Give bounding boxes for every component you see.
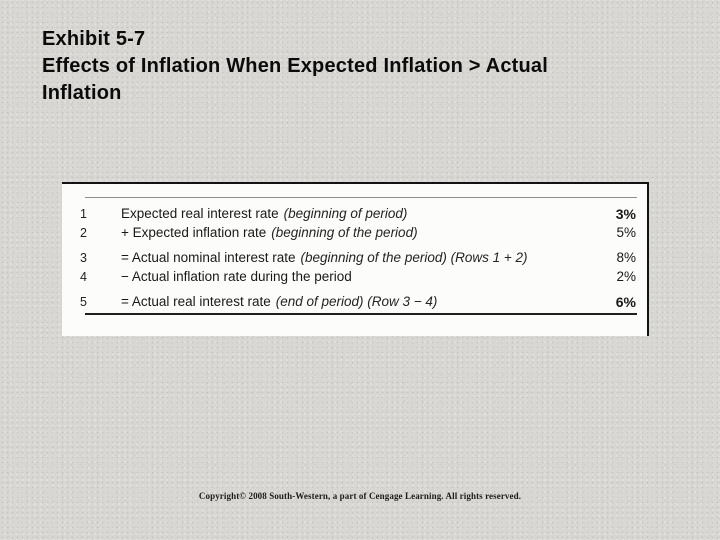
page-title-line-2: Effects of Inflation When Expected Infla… bbox=[42, 55, 549, 77]
page-title-line-1: Exhibit 5-7 bbox=[42, 28, 146, 50]
row-label-text: = Actual real interest rate bbox=[121, 294, 271, 309]
table-bottom-rule bbox=[85, 313, 637, 315]
row-label-text: − Actual inflation rate during the perio… bbox=[121, 269, 352, 284]
row-number: 3 bbox=[80, 250, 87, 265]
row-note: (end of period) (Row 3 − 4) bbox=[275, 294, 438, 309]
row-label: = Actual real interest rate (end of perio… bbox=[121, 294, 598, 309]
table-row: 1 Expected real interest rate (beginning … bbox=[80, 204, 637, 223]
table-top-rule bbox=[85, 197, 637, 198]
row-value: 3% bbox=[615, 205, 636, 222]
table-row: 5 = Actual real interest rate (end of per… bbox=[80, 292, 637, 311]
table-row: 3 = Actual nominal interest rate (beginni… bbox=[80, 248, 637, 267]
row-number: 1 bbox=[80, 206, 87, 221]
page-title: Exhibit 5-7 Effects of Inflation When Ex… bbox=[42, 26, 548, 107]
row-note: (beginning of the period) bbox=[271, 225, 418, 240]
row-number: 5 bbox=[80, 294, 87, 309]
row-label: − Actual inflation rate during the perio… bbox=[121, 269, 598, 284]
copyright-text: Copyright© 2008 South-Western, a part of… bbox=[198, 491, 522, 501]
row-value: 8% bbox=[616, 250, 636, 265]
row-label: = Actual nominal interest rate (beginning… bbox=[121, 250, 598, 265]
row-value: 5% bbox=[616, 225, 636, 240]
row-label: Expected real interest rate (beginning of… bbox=[121, 206, 598, 221]
exhibit-table-panel: 1 Expected real interest rate (beginning … bbox=[62, 182, 649, 336]
exhibit-table: 1 Expected real interest rate (beginning … bbox=[80, 204, 637, 311]
table-row: 4 − Actual inflation rate during the per… bbox=[80, 267, 637, 286]
row-label-text: + Expected inflation rate bbox=[121, 225, 267, 240]
page-title-line-3: Inflation bbox=[42, 82, 122, 104]
row-label-text: = Actual nominal interest rate bbox=[121, 250, 296, 265]
row-number: 2 bbox=[80, 225, 87, 240]
row-value: 2% bbox=[616, 269, 636, 284]
row-label-text: Expected real interest rate bbox=[121, 206, 279, 221]
row-value: 6% bbox=[615, 293, 636, 310]
row-number: 4 bbox=[80, 269, 87, 284]
row-label: + Expected inflation rate (beginning of t… bbox=[121, 225, 598, 240]
row-note: (beginning of the period) (Rows 1 + 2) bbox=[300, 250, 528, 265]
table-row: 2 + Expected inflation rate (beginning of… bbox=[80, 223, 637, 242]
row-note: (beginning of period) bbox=[283, 206, 408, 221]
